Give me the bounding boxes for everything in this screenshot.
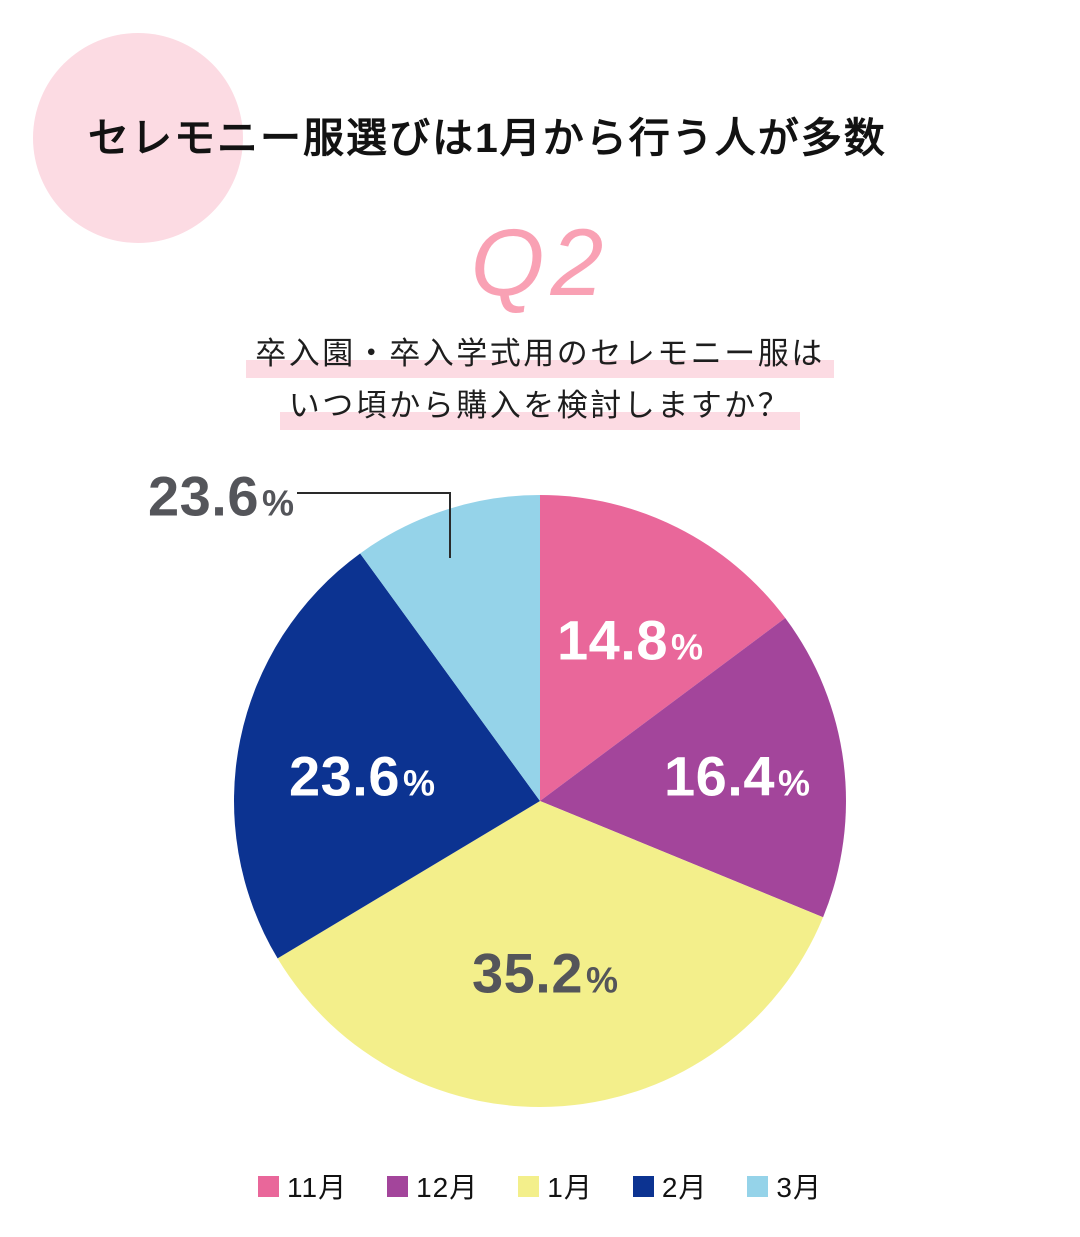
legend-item-dec: 12月 bbox=[387, 1166, 478, 1206]
legend-swatch-jan bbox=[518, 1175, 540, 1197]
slice-value-jan: 35.2 bbox=[471, 941, 583, 1005]
pie-slice-1月 bbox=[277, 801, 824, 1107]
title-accent-circle bbox=[33, 33, 243, 243]
pie-slice-2月 bbox=[234, 553, 540, 959]
legend-item-nov: 11月 bbox=[258, 1166, 347, 1206]
leader-line-path bbox=[297, 492, 451, 558]
legend-label-jan: 1月 bbox=[547, 1172, 593, 1203]
slice-label-dec: 16.4% bbox=[664, 744, 810, 809]
question-line-1-row: 卒入園・卒入学式用のセレモニー服は bbox=[0, 328, 1080, 380]
slice-value-feb: 23.6 bbox=[288, 744, 400, 808]
page-title: セレモニー服選びは1月から行う人が多数 bbox=[88, 115, 887, 161]
question-line-1: 卒入園・卒入学式用のセレモニー服は bbox=[246, 336, 834, 378]
legend-swatch-feb bbox=[632, 1175, 654, 1197]
legend-label-feb: 2月 bbox=[661, 1172, 708, 1203]
percent-sign: % bbox=[261, 482, 295, 524]
legend-item-jan: 1月 bbox=[518, 1166, 593, 1206]
pie-chart bbox=[234, 495, 846, 1107]
legend-swatch-dec bbox=[387, 1175, 409, 1197]
legend-label-dec: 12月 bbox=[416, 1172, 479, 1203]
percent-sign: % bbox=[777, 762, 811, 804]
percent-sign: % bbox=[402, 762, 436, 804]
slice-label-jan: 35.2% bbox=[472, 941, 618, 1006]
percent-sign: % bbox=[585, 959, 619, 1001]
percent-sign: % bbox=[670, 626, 704, 668]
slice-value-nov: 14.8 bbox=[556, 608, 668, 672]
legend-swatch-mar bbox=[747, 1175, 769, 1197]
legend-swatch-nov bbox=[258, 1175, 280, 1197]
legend-label-mar: 3月 bbox=[776, 1172, 822, 1203]
slice-value-dec: 16.4 bbox=[663, 744, 775, 808]
slice-label-feb: 23.6% bbox=[289, 744, 435, 809]
slice-label-nov: 14.8% bbox=[557, 608, 703, 673]
question-line-2-row: いつ頃から購入を検討しますか？ bbox=[0, 380, 1080, 432]
pie-slice-3月 bbox=[360, 495, 540, 801]
legend-item-feb: 2月 bbox=[632, 1166, 708, 1206]
leader-line bbox=[297, 492, 451, 558]
legend-item-mar: 3月 bbox=[747, 1166, 822, 1206]
legend-label-nov: 11月 bbox=[287, 1172, 348, 1203]
pie-slice-11月 bbox=[540, 495, 786, 801]
pie-slice-12月 bbox=[540, 618, 846, 918]
slice-label-mar-outside: 23.6% bbox=[148, 464, 294, 529]
chart-legend: 11月 12月 1月 2月 3月 bbox=[0, 1166, 1080, 1206]
question-number: Q2 bbox=[470, 210, 610, 316]
question-line-2: いつ頃から購入を検討しますか？ bbox=[279, 388, 801, 430]
question-text: 卒入園・卒入学式用のセレモニー服は いつ頃から購入を検討しますか？ bbox=[0, 328, 1080, 432]
slice-value-mar: 23.6 bbox=[147, 464, 259, 528]
